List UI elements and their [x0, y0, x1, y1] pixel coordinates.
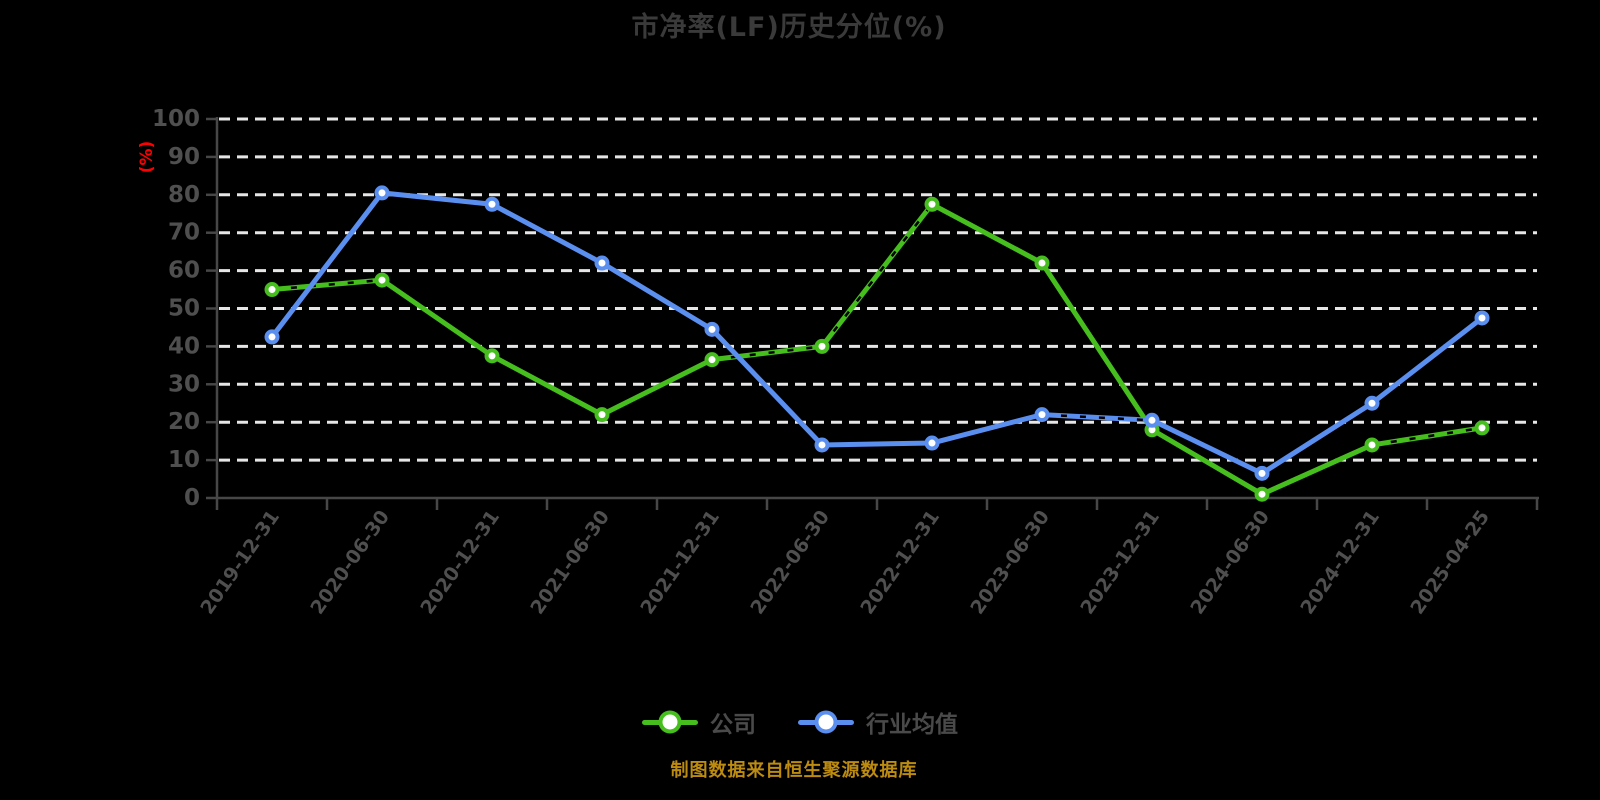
data-point-marker-industry-average	[1144, 412, 1160, 428]
y-axis-label: 10	[168, 447, 200, 473]
data-point-marker-company	[1364, 437, 1380, 453]
x-axis-label: 2019-12-31	[196, 506, 284, 618]
data-point-marker-company	[484, 348, 500, 364]
x-axis-label: 2020-06-30	[306, 506, 394, 618]
y-axis-label: 100	[152, 106, 200, 132]
y-axis-label: 60	[168, 258, 200, 284]
chart-title: 市净率(LF)历史分位(%)	[631, 12, 947, 43]
legend-item-company[interactable]: 公司	[642, 705, 756, 739]
x-axis-label: 2024-12-31	[1296, 506, 1384, 618]
data-point-marker-company	[704, 352, 720, 368]
data-point-marker-company	[814, 338, 830, 354]
legend-item-industry-average[interactable]: 行业均值	[798, 705, 958, 739]
x-axis-label: 2024-06-30	[1186, 506, 1274, 618]
series-line-industry-average	[269, 190, 1485, 476]
data-point-marker-industry-average	[1254, 465, 1270, 481]
x-axis-label: 2025-04-25	[1406, 506, 1494, 618]
data-point-marker-industry-average	[814, 437, 830, 453]
legend-item-label: 公司	[710, 712, 756, 738]
data-point-marker-industry-average	[1364, 395, 1380, 411]
data-point-marker-industry-average	[484, 196, 500, 212]
y-axis-label: 70	[168, 220, 200, 246]
legend-circle-icon	[658, 710, 682, 734]
y-axis-label: 90	[168, 144, 200, 170]
data-point-marker-company	[594, 407, 610, 423]
data-source-note: 制图数据来自恒生聚源数据库	[670, 760, 918, 781]
data-point-marker-company	[1474, 420, 1490, 436]
y-axis-unit-label: (%)	[137, 141, 157, 174]
x-axis-label: 2021-12-31	[636, 506, 724, 618]
y-axis-label: 30	[168, 371, 200, 397]
x-axis-label: 2023-12-31	[1076, 506, 1164, 618]
chart-legend: 公司 行业均值	[0, 700, 1600, 744]
data-point-marker-industry-average	[704, 321, 720, 337]
legend-circle-icon	[814, 710, 838, 734]
data-point-marker-industry-average	[594, 255, 610, 271]
x-axis-label: 2020-12-31	[416, 506, 504, 618]
data-point-marker-company	[264, 282, 280, 298]
y-axis-label: 0	[184, 485, 200, 511]
series-line-company	[269, 201, 1485, 497]
y-axis-label: 40	[168, 333, 200, 359]
data-point-marker-industry-average	[264, 329, 280, 345]
legend-item-label: 行业均值	[866, 712, 958, 738]
data-point-marker-industry-average	[374, 185, 390, 201]
legend-line-icon	[642, 710, 698, 734]
x-axis-label: 2023-06-30	[966, 506, 1054, 618]
x-axis-label: 2022-12-31	[856, 506, 944, 618]
data-point-marker-company	[924, 196, 940, 212]
data-point-marker-company	[374, 272, 390, 288]
data-point-marker-company	[1034, 255, 1050, 271]
data-point-marker-industry-average	[1474, 310, 1490, 326]
data-point-marker-company	[1254, 486, 1270, 502]
y-axis-label: 80	[168, 182, 200, 208]
x-axis-label: 2021-06-30	[526, 506, 614, 618]
x-axis-label: 2022-06-30	[746, 506, 834, 618]
data-point-marker-industry-average	[1034, 407, 1050, 423]
y-axis-label: 20	[168, 409, 200, 435]
legend-line-icon	[798, 710, 854, 734]
data-point-marker-industry-average	[924, 435, 940, 451]
y-axis-label: 50	[168, 296, 200, 322]
